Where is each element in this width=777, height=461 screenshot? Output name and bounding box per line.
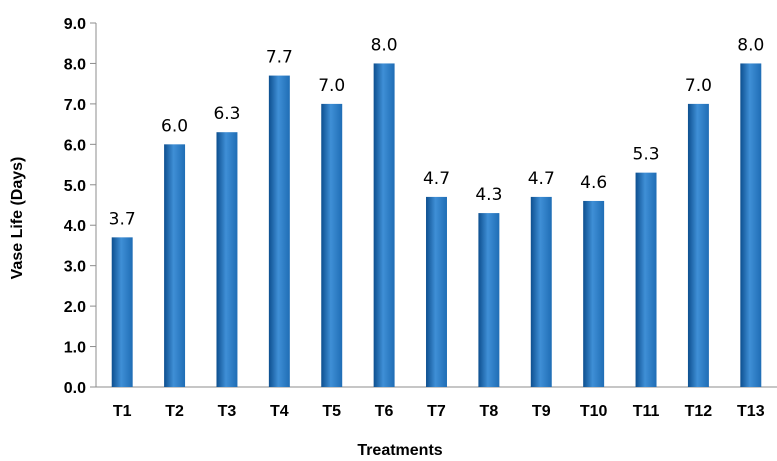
data-label-t1: 3.7 (109, 209, 136, 229)
data-label-t12: 7.0 (685, 76, 712, 96)
x-tick-label: T9 (532, 403, 551, 420)
bar-t6 (373, 63, 395, 387)
bar-t3 (216, 132, 238, 387)
x-tick-label: T12 (685, 403, 713, 420)
y-tick-label: 4.0 (64, 218, 86, 235)
x-tick-label: T7 (427, 403, 446, 420)
data-label-t10: 4.6 (580, 173, 607, 193)
data-label-t5: 7.0 (318, 76, 345, 96)
data-label-t8: 4.3 (475, 185, 502, 205)
bar-t8 (478, 213, 500, 387)
y-tick-label: 5.0 (64, 178, 86, 195)
x-tick-label: T3 (218, 403, 237, 420)
data-label-t13: 8.0 (737, 35, 764, 55)
data-label-t9: 4.7 (528, 169, 555, 189)
x-tick-label: T5 (322, 403, 341, 420)
y-tick-label: 0.0 (64, 380, 86, 397)
bar-t10 (583, 200, 605, 387)
x-tick-label: T10 (580, 403, 608, 420)
x-axis-title: Treatments (357, 442, 442, 459)
y-tick-label: 7.0 (64, 97, 86, 114)
data-labels: 3.7 6.0 6.3 7.7 7.0 8.0 4.7 4.3 4.7 4.6 5.3 7.0 8.0 (109, 35, 765, 229)
bar-t13 (740, 63, 762, 387)
x-tick-label: T6 (375, 403, 394, 420)
x-tick-label: T2 (165, 403, 184, 420)
x-tick-label: T4 (270, 403, 289, 420)
bar-t7 (426, 196, 447, 387)
x-tick-label: T1 (113, 403, 132, 420)
y-tick-label: 3.0 (64, 259, 86, 276)
bar-t5 (321, 103, 343, 387)
bar-t9 (530, 196, 552, 387)
data-label-t3: 6.3 (213, 104, 240, 124)
y-tick-label: 9.0 (64, 16, 86, 33)
y-tick-label: 2.0 (64, 299, 86, 316)
y-axis-title: Vase Life (Days) (9, 157, 26, 280)
x-tick-label: T13 (737, 403, 765, 420)
x-axis: T1 T2 T3 T4 T5 T6 T7 T8 T9 T10 T11 T12 T13 (96, 386, 777, 420)
data-label-t2: 6.0 (161, 116, 188, 136)
data-label-t7: 4.7 (423, 169, 450, 189)
data-label-t11: 5.3 (633, 145, 660, 165)
y-tick-label: 8.0 (64, 56, 86, 73)
bar-t1 (111, 237, 133, 387)
bar-t4 (268, 75, 290, 388)
bar-t11 (635, 172, 657, 387)
bar-t2 (164, 144, 186, 387)
data-label-t4: 7.7 (266, 48, 293, 68)
data-label-t6: 8.0 (371, 35, 398, 55)
bar-t12 (687, 103, 709, 387)
x-tick-label: T8 (480, 403, 499, 420)
bar-series (111, 63, 762, 388)
x-tick-label: T11 (633, 403, 660, 420)
y-axis: 0.0 1.0 2.0 3.0 4.0 5.0 6.0 7.0 8.0 9.0 (64, 16, 97, 397)
y-tick-label: 6.0 (64, 137, 86, 154)
y-tick-label: 1.0 (64, 340, 86, 357)
